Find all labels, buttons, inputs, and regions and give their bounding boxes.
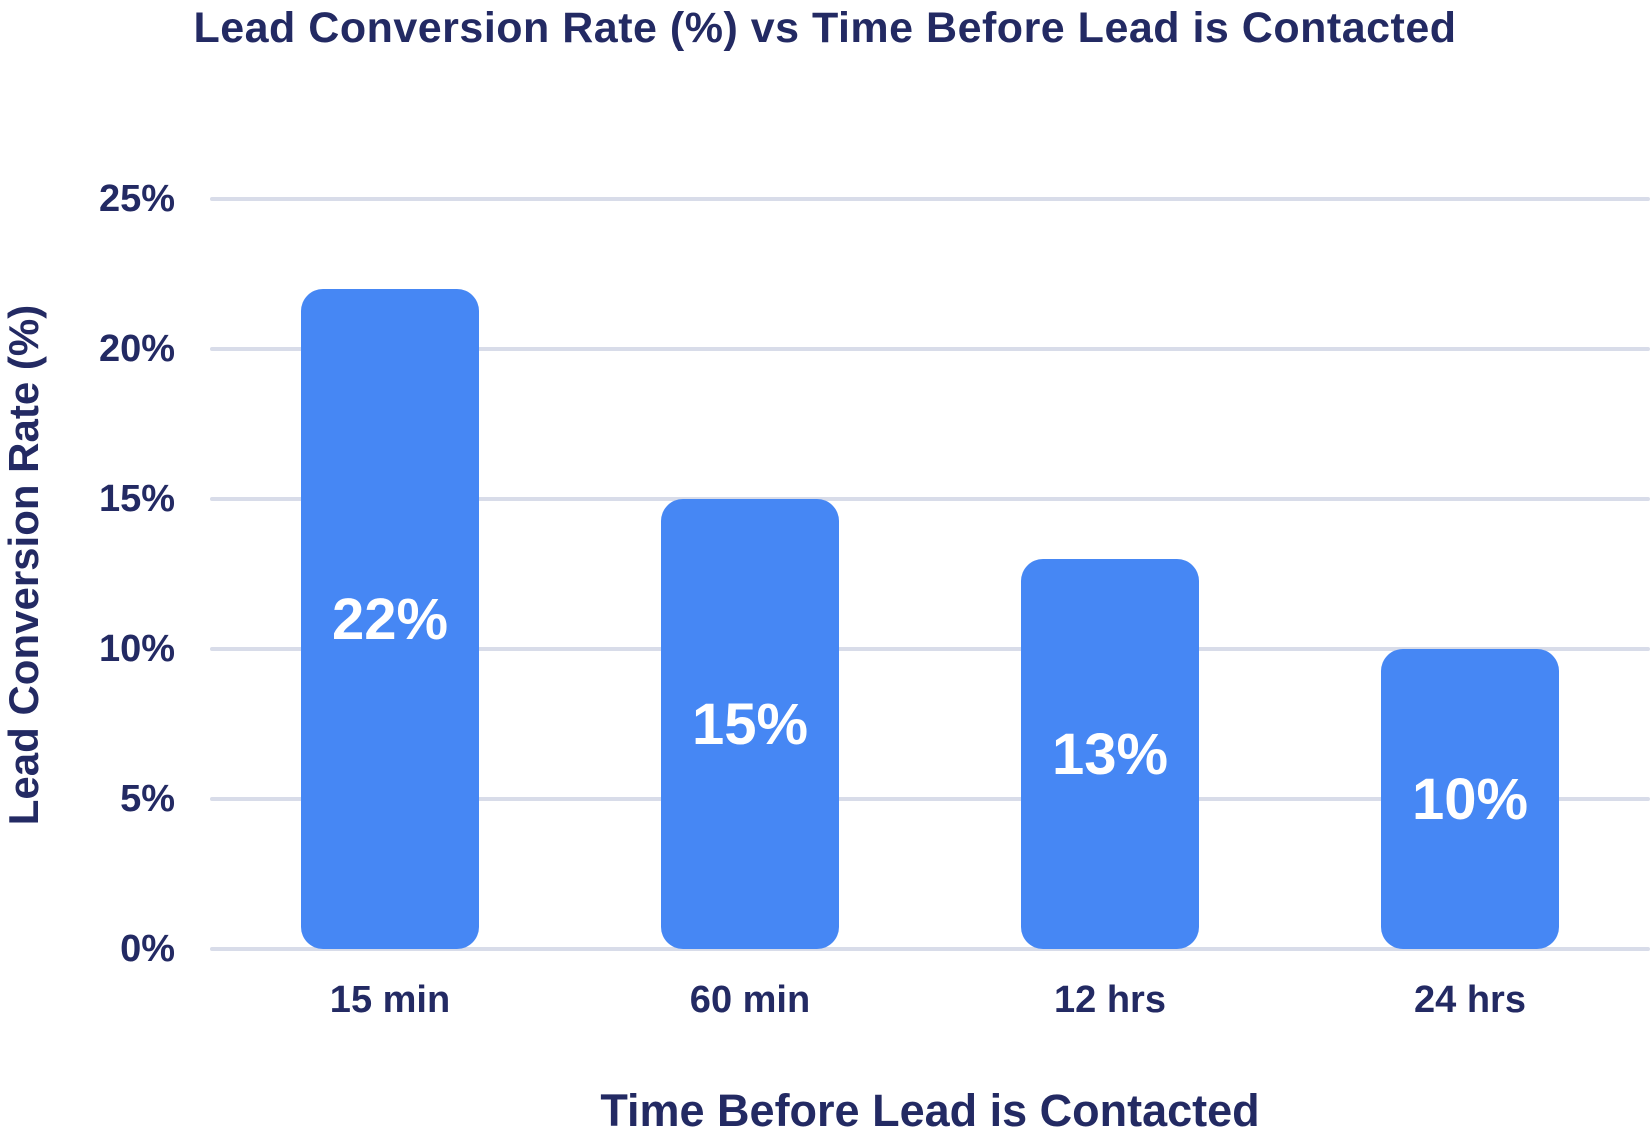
bar-value-label: 15% [691,691,809,757]
y-axis-title: Lead Conversion Rate (%) [0,304,47,826]
x-tick-label-24-hrs: 24 hrs [1414,979,1526,1021]
bar-value-label: 10% [1411,766,1529,832]
gridline-10 [210,647,1650,651]
y-tick-label-10: 10% [98,628,175,670]
y-tick-label-20: 20% [98,328,175,370]
gridline-15 [210,497,1650,501]
x-axis-title: Time Before Lead is Contacted [600,1085,1260,1136]
bar-12-hrs: 13% [1021,559,1199,949]
y-tick-label-15: 15% [98,478,175,520]
bar-24-hrs: 10% [1381,649,1559,949]
chart-title: Lead Conversion Rate (%) vs Time Before … [193,4,1457,52]
bar-value-label: 13% [1051,721,1169,787]
x-tick-label-12-hrs: 12 hrs [1054,979,1166,1021]
y-tick-label-0: 0% [120,928,175,970]
y-tick-label-25: 25% [98,178,175,220]
gridline-20 [210,347,1650,351]
bar-15-min: 22% [301,289,479,949]
gridline-5 [210,797,1650,801]
x-tick-label-15-min: 15 min [329,979,451,1021]
x-tick-label-60-min: 60 min [689,979,811,1021]
y-tick-label-5: 5% [120,778,175,820]
bar-value-label: 22% [331,586,449,652]
gridline-0 [210,947,1650,951]
bar-60-min: 15% [661,499,839,949]
gridline-25 [210,197,1650,201]
